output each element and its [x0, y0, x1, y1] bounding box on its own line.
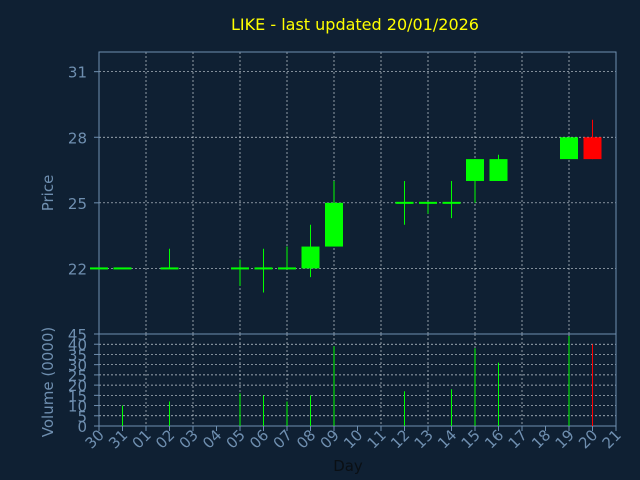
price-tick-label: 25	[68, 195, 87, 213]
volume-tick-label: 15	[68, 387, 87, 405]
candle-body	[90, 267, 108, 270]
candle-14	[442, 180, 461, 219]
candle-body	[231, 267, 249, 270]
price-panel: 22 25 28 31 Price	[39, 51, 617, 335]
candle-12	[395, 180, 414, 225]
candle-body	[489, 159, 508, 181]
candle-body	[466, 159, 484, 181]
candle-body	[395, 201, 414, 204]
price-tick-label: 31	[68, 64, 87, 82]
candle-body	[419, 201, 437, 204]
candle-body	[278, 267, 296, 270]
candle-body	[325, 202, 343, 247]
candle-07	[278, 246, 296, 270]
candle-30	[90, 267, 108, 270]
price-tick-label: 28	[68, 129, 87, 147]
candle-02	[160, 248, 179, 270]
candle-15	[466, 159, 484, 203]
volume-tick-label: 20	[68, 377, 87, 395]
candle-16	[489, 154, 508, 181]
candle-05	[231, 259, 249, 286]
candle-31	[113, 267, 132, 270]
x-axis-label: Day	[333, 457, 363, 475]
candle-body	[113, 267, 132, 270]
candle-body	[160, 267, 179, 270]
volume-tick-label: 30	[68, 357, 87, 375]
candle-13	[419, 201, 437, 214]
volume-tick-label: 25	[68, 367, 87, 385]
volume-tick-label: 5	[77, 408, 87, 426]
candle-08	[301, 224, 320, 278]
x-tick-labels: 3031010203040506070809101112131415161718…	[82, 426, 625, 452]
candle-body	[442, 201, 461, 204]
candle-20	[583, 119, 602, 160]
volume-series	[122, 336, 593, 426]
price-tick-label: 22	[68, 260, 87, 278]
candle-body	[301, 246, 320, 269]
candle-body	[560, 137, 578, 160]
candlestick-series	[90, 119, 602, 293]
candle-body	[254, 267, 273, 270]
candle-06	[254, 248, 273, 293]
candle-19	[560, 137, 578, 160]
price-axis-label: Price	[39, 175, 57, 212]
volume-tick-label: 40	[68, 336, 87, 354]
candle-body	[583, 137, 602, 160]
volume-tick-label: 45	[68, 326, 87, 344]
volume-tick-label: 0	[77, 418, 87, 436]
chart-title: LIKE - last updated 20/01/2026	[231, 15, 479, 34]
volume-tick-label: 10	[68, 398, 87, 416]
candle-09	[325, 180, 343, 247]
volume-tick-label: 35	[68, 346, 87, 364]
volume-axis-label: Volume (0000)	[39, 327, 57, 437]
price-tick-labels: 22 25 28 31	[68, 64, 99, 278]
